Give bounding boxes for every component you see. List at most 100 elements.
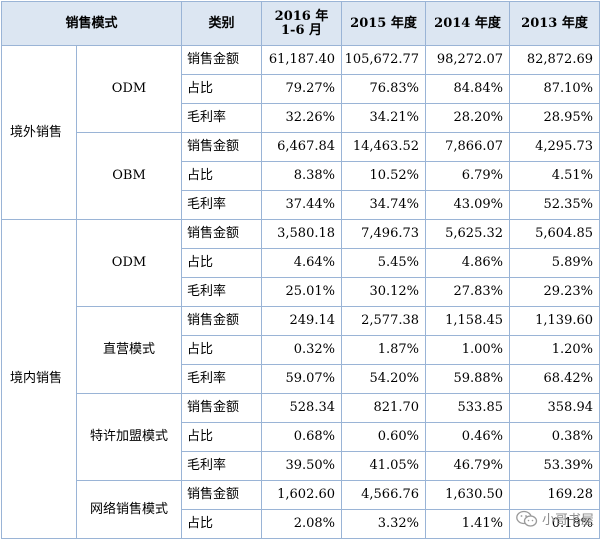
value-cell: 39.50%	[261, 451, 343, 481]
value-cell: 59.88%	[425, 364, 511, 394]
value-cell: 4.51%	[509, 161, 600, 191]
table-row: 境内销售 ODM 销售金额 3,580.18 7,496.73 5,625.32 5,604…	[1, 219, 600, 539]
category-cell: 销售金额	[181, 393, 263, 423]
value-cell: 0.18%	[509, 509, 600, 539]
table-row: 毛利率 32.26% 34.21% 28.20% 28.95%	[2, 103, 600, 133]
value-cell: 1.20%	[509, 335, 600, 365]
subgroup-label: 特许加盟模式	[75, 393, 183, 481]
header-2016-h1: 2016 年 1-6 月	[261, 1, 343, 46]
category-cell: 占比	[181, 74, 263, 104]
table-body: 境外销售 ODM 销售金额 61,187.40 105,672.77 98,272.07 8…	[1, 45, 600, 539]
value-cell: 821.70	[341, 393, 427, 423]
value-cell: 27.83%	[425, 277, 511, 307]
group-label: 境内销售	[1, 219, 77, 539]
value-cell: 358.94	[509, 393, 600, 423]
category-cell: 占比	[181, 509, 263, 539]
value-cell: 1,158.45	[425, 306, 511, 336]
value-cell: 28.20%	[425, 103, 511, 133]
category-cell: 毛利率	[181, 451, 263, 481]
wechat-icon	[516, 510, 538, 528]
value-cell: 533.85	[425, 393, 511, 423]
table-row: 毛利率 25.01% 30.12% 27.83% 29.23%	[2, 277, 600, 307]
table-row: 网络销售模式 销售金额 1,602.60 4,566.76 1,630.50 169.28	[2, 480, 600, 539]
value-cell: 5,604.85	[509, 219, 600, 249]
value-cell: 1.87%	[341, 335, 427, 365]
value-cell: 61,187.40	[261, 45, 343, 75]
value-cell: 76.83%	[341, 74, 427, 104]
value-cell: 53.39%	[509, 451, 600, 481]
value-cell: 5.89%	[509, 248, 600, 278]
category-cell: 销售金额	[181, 132, 263, 162]
category-cell: 销售金额	[181, 480, 263, 510]
value-cell: 37.44%	[261, 190, 343, 220]
table-header-row: 销售模式 类别 2016 年 1-6 月 2015 年度 2014 年度 201…	[0, 1, 600, 46]
value-cell: 1,602.60	[261, 480, 343, 510]
category-cell: 占比	[181, 335, 263, 365]
value-cell: 82,872.69	[509, 45, 600, 75]
value-cell: 0.68%	[261, 422, 343, 452]
subgroup-label: OBM	[75, 132, 183, 220]
value-cell: 32.26%	[261, 103, 343, 133]
header-2015: 2015 年度	[341, 1, 427, 46]
value-cell: 7,496.73	[341, 219, 427, 249]
group-label: 境外销售	[1, 45, 77, 220]
header-sales-mode: 销售模式	[0, 1, 183, 46]
value-cell: 54.20%	[341, 364, 427, 394]
category-cell: 毛利率	[181, 190, 263, 220]
value-cell: 14,463.52	[341, 132, 427, 162]
value-cell: 0.32%	[261, 335, 343, 365]
header-2016-line2: 1-6 月	[281, 22, 323, 38]
category-cell: 毛利率	[181, 364, 263, 394]
table-row: OBM 销售金额 6,467.84 14,463.52 7,866.07 4,295.73	[2, 132, 600, 220]
category-cell: 销售金额	[181, 219, 263, 249]
value-cell: 10.52%	[341, 161, 427, 191]
table-row: 特许加盟模式 销售金额 528.34 821.70 533.85 358.94	[2, 393, 600, 481]
header-2013: 2013 年度	[509, 1, 600, 46]
value-cell: 1.41%	[425, 509, 511, 539]
table-row: 占比 0.68% 0.60% 0.46% 0.38%	[2, 422, 600, 452]
subgroup-label: ODM	[75, 219, 183, 307]
value-cell: 4,295.73	[509, 132, 600, 162]
table-row: 直营模式 销售金额 249.14 2,577.38 1,158.45 1,139.60	[2, 306, 600, 394]
category-cell: 毛利率	[181, 277, 263, 307]
value-cell: 2,577.38	[341, 306, 427, 336]
value-cell: 0.60%	[341, 422, 427, 452]
value-cell: 0.46%	[425, 422, 511, 452]
header-category: 类别	[181, 1, 263, 46]
value-cell: 1,139.60	[509, 306, 600, 336]
value-cell: 2.08%	[261, 509, 343, 539]
header-2014: 2014 年度	[425, 1, 511, 46]
category-cell: 占比	[181, 248, 263, 278]
value-cell: 34.74%	[341, 190, 427, 220]
category-cell: 销售金额	[181, 306, 263, 336]
value-cell: 3,580.18	[261, 219, 343, 249]
category-cell: 占比	[181, 422, 263, 452]
table-row: 境外销售 ODM 销售金额 61,187.40 105,672.77 98,272.07 8…	[1, 45, 600, 220]
table-row: 占比 2.08% 3.32% 1.41% 0.18%	[2, 509, 600, 539]
table-row: 毛利率 39.50% 41.05% 46.79% 53.39%	[2, 451, 600, 481]
value-cell: 5.45%	[341, 248, 427, 278]
category-cell: 占比	[181, 161, 263, 191]
value-cell: 25.01%	[261, 277, 343, 307]
value-cell: 5,625.32	[425, 219, 511, 249]
value-cell: 28.95%	[509, 103, 600, 133]
value-cell: 84.84%	[425, 74, 511, 104]
value-cell: 46.79%	[425, 451, 511, 481]
watermark: 小哥书屋	[516, 509, 594, 528]
value-cell: 169.28	[509, 480, 600, 510]
value-cell: 52.35%	[509, 190, 600, 220]
value-cell: 6,467.84	[261, 132, 343, 162]
value-cell: 34.21%	[341, 103, 427, 133]
value-cell: 8.38%	[261, 161, 343, 191]
value-cell: 4,566.76	[341, 480, 427, 510]
header-2016-line1: 2016 年	[274, 8, 329, 24]
value-cell: 79.27%	[261, 74, 343, 104]
watermark-text: 小哥书屋	[541, 513, 594, 528]
value-cell: 249.14	[261, 306, 343, 336]
value-cell: 3.32%	[341, 509, 427, 539]
value-cell: 41.05%	[341, 451, 427, 481]
value-cell: 528.34	[261, 393, 343, 423]
value-cell: 105,672.77	[341, 45, 427, 75]
table-row: 占比 4.64% 5.45% 4.86% 5.89%	[2, 248, 600, 278]
category-cell: 销售金额	[181, 45, 263, 75]
